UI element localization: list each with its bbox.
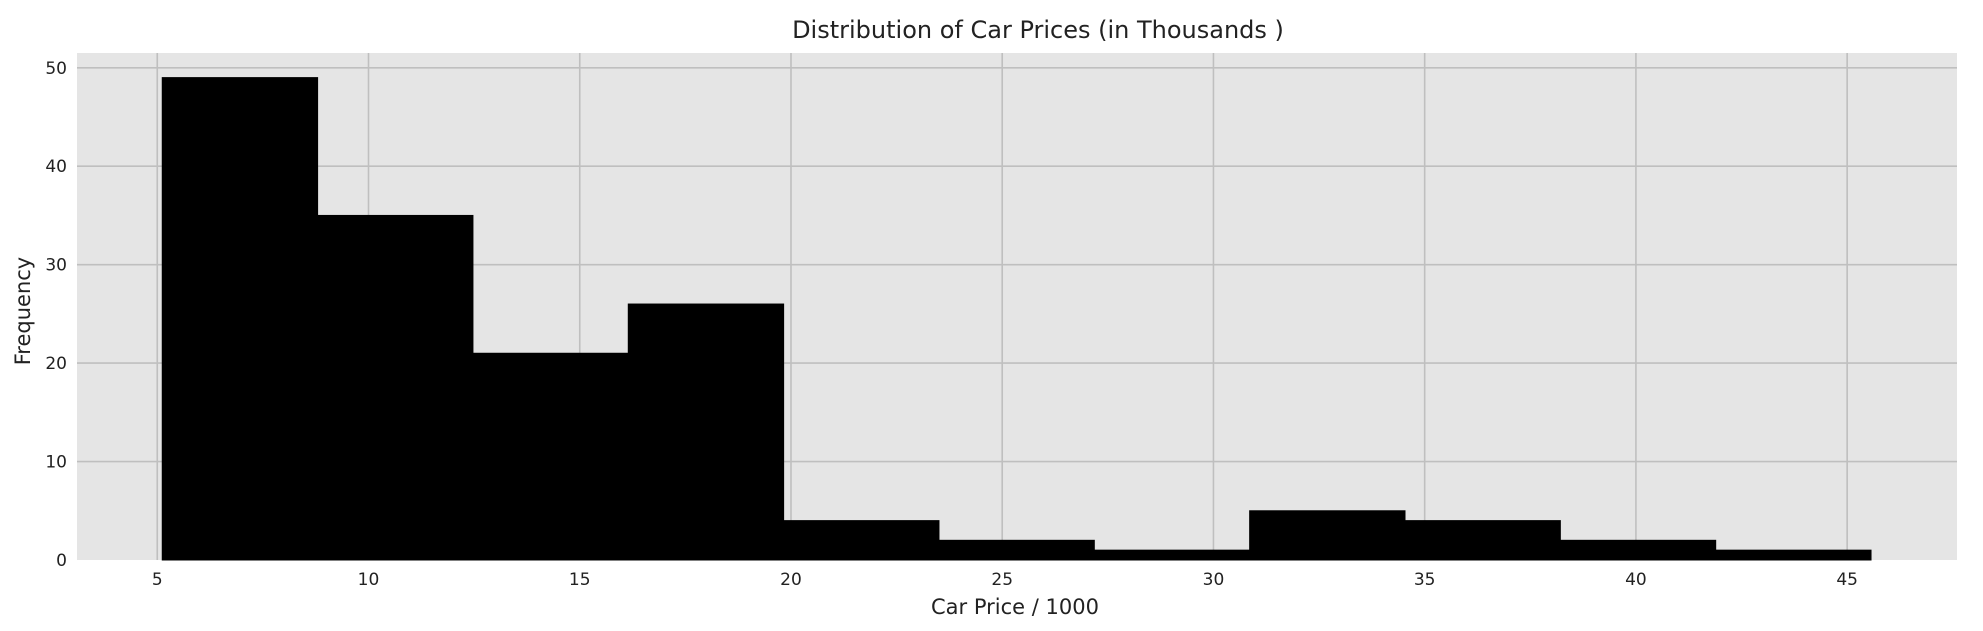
histogram-bars (161, 77, 1872, 561)
histogram-bar (1093, 549, 1251, 561)
y-tick-label: 40 (45, 157, 67, 177)
chart-title: Distribution of Car Prices (in Thousands… (792, 16, 1284, 44)
histogram-bar (1715, 549, 1872, 561)
histogram-bar (161, 77, 319, 561)
x-tick-label: 5 (152, 570, 163, 590)
y-tick-label: 0 (56, 551, 67, 571)
x-tick-label: 25 (991, 570, 1013, 590)
y-axis-label: Frequency (11, 257, 35, 366)
histogram-bar (627, 303, 785, 561)
x-tick-labels: 5 10 15 20 25 30 35 40 45 (152, 570, 1858, 590)
x-tick-label: 35 (1414, 570, 1436, 590)
y-tick-labels: 0 10 20 30 40 50 (45, 59, 67, 571)
y-tick-label: 50 (45, 59, 67, 79)
y-tick-label: 30 (45, 256, 67, 276)
histogram-bar (317, 214, 474, 561)
histogram-bar (472, 352, 629, 561)
y-tick-label: 10 (45, 453, 67, 473)
x-tick-label: 15 (569, 570, 591, 590)
x-tick-label: 45 (1836, 570, 1858, 590)
histogram-bar (1559, 539, 1717, 561)
y-tick-label: 20 (45, 354, 67, 374)
x-tick-label: 40 (1625, 570, 1647, 590)
histogram-bar (1404, 520, 1561, 561)
x-axis-label: Car Price / 1000 (931, 595, 1099, 619)
histogram-bar (938, 539, 1095, 561)
x-tick-label: 30 (1203, 570, 1225, 590)
histogram-bar (783, 520, 940, 561)
x-tick-label: 20 (780, 570, 802, 590)
histogram-bar (1249, 510, 1406, 561)
x-tick-label: 10 (358, 570, 380, 590)
